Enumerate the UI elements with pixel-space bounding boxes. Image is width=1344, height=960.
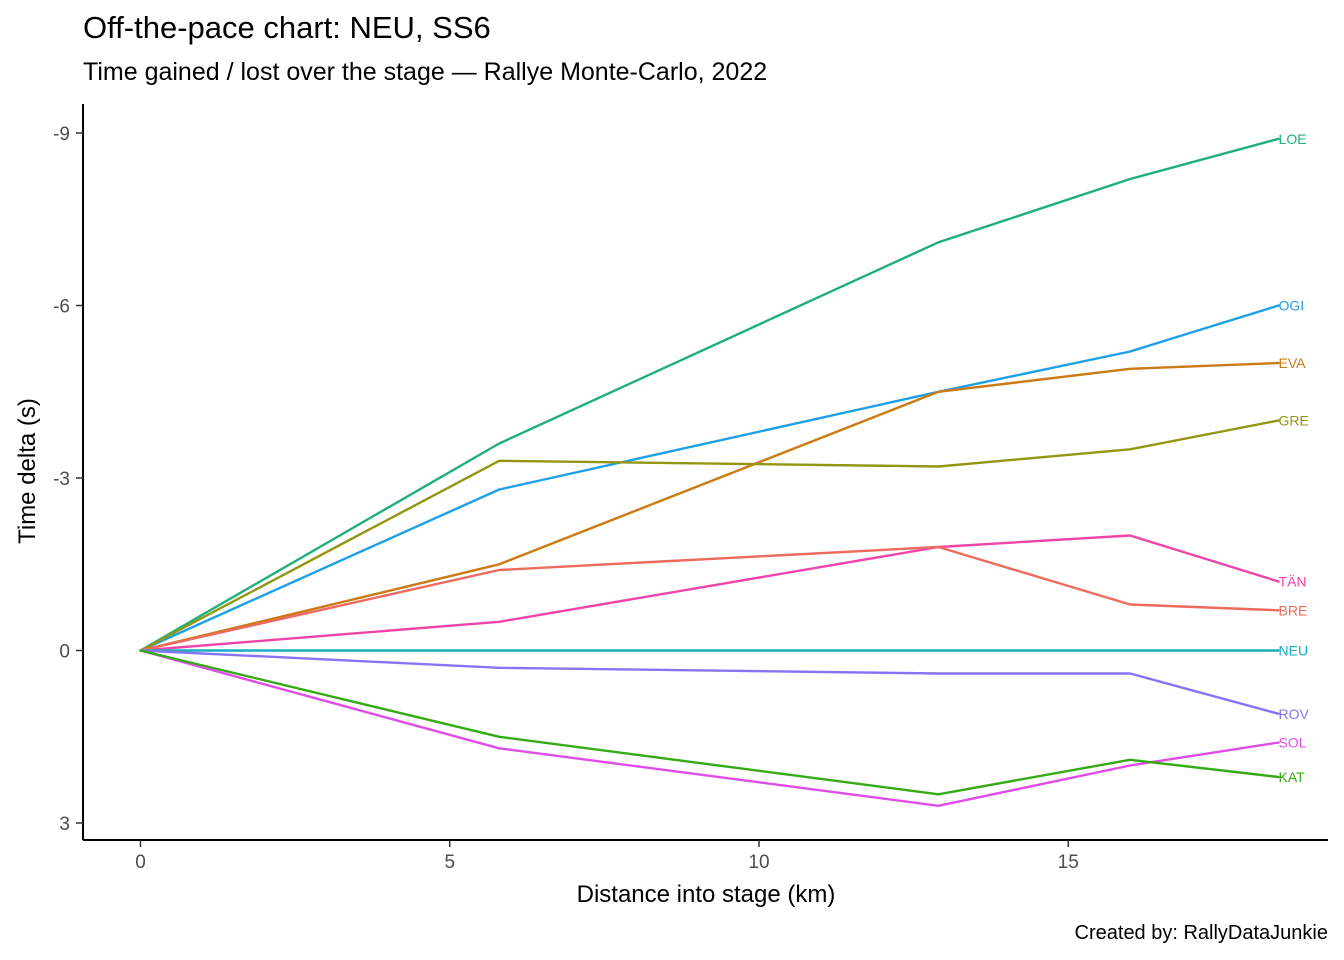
- x-tick-label: 0: [135, 852, 146, 873]
- series-label-bre: BRE: [1279, 602, 1308, 618]
- series-label-rov: ROV: [1279, 706, 1310, 722]
- series-label-kat: KAT: [1279, 769, 1306, 785]
- y-axis-ticks: -9 -6 -3 0 3: [53, 124, 83, 835]
- y-tick-label: -9: [53, 124, 70, 145]
- series-label-loe: LOE: [1279, 131, 1307, 147]
- series-line-sol: [139, 649, 1280, 807]
- series-line-rov: [139, 649, 1280, 715]
- y-axis-title: Time delta (s): [14, 398, 41, 544]
- y-tick-label: 3: [59, 814, 70, 835]
- series-line-kat: [139, 649, 1280, 796]
- series-label-gre: GRE: [1279, 413, 1309, 429]
- x-axis-title: Distance into stage (km): [577, 881, 836, 908]
- x-tick-label: 10: [748, 852, 769, 873]
- y-tick-label: -3: [53, 469, 70, 490]
- chart-subtitle: Time gained / lost over the stage — Rall…: [83, 58, 768, 86]
- series-label-neu: NEU: [1279, 643, 1309, 659]
- series-line-loe: [139, 137, 1280, 652]
- series-line-gre: [139, 419, 1280, 652]
- series-labels: LOE OGI EVA GRE TÄN BRE NEU ROV SOL KAT: [1279, 131, 1310, 785]
- series-line-bre: [139, 545, 1280, 652]
- chart-title: Off-the-pace chart: NEU, SS6: [83, 10, 491, 45]
- series-label-tan: TÄN: [1279, 574, 1307, 590]
- series-label-eva: EVA: [1279, 355, 1307, 371]
- series-label-sol: SOL: [1279, 735, 1307, 751]
- x-axis-ticks: 0 5 10 15: [135, 840, 1079, 873]
- series-label-ogi: OGI: [1279, 298, 1305, 314]
- series-line-eva: [139, 361, 1280, 652]
- y-tick-label: 0: [59, 642, 70, 663]
- series-layer: [139, 137, 1280, 807]
- x-tick-label: 15: [1058, 852, 1079, 873]
- chart-caption: Created by: RallyDataJunkie: [1074, 922, 1328, 944]
- x-tick-label: 5: [444, 852, 455, 873]
- y-tick-label: -6: [53, 297, 70, 318]
